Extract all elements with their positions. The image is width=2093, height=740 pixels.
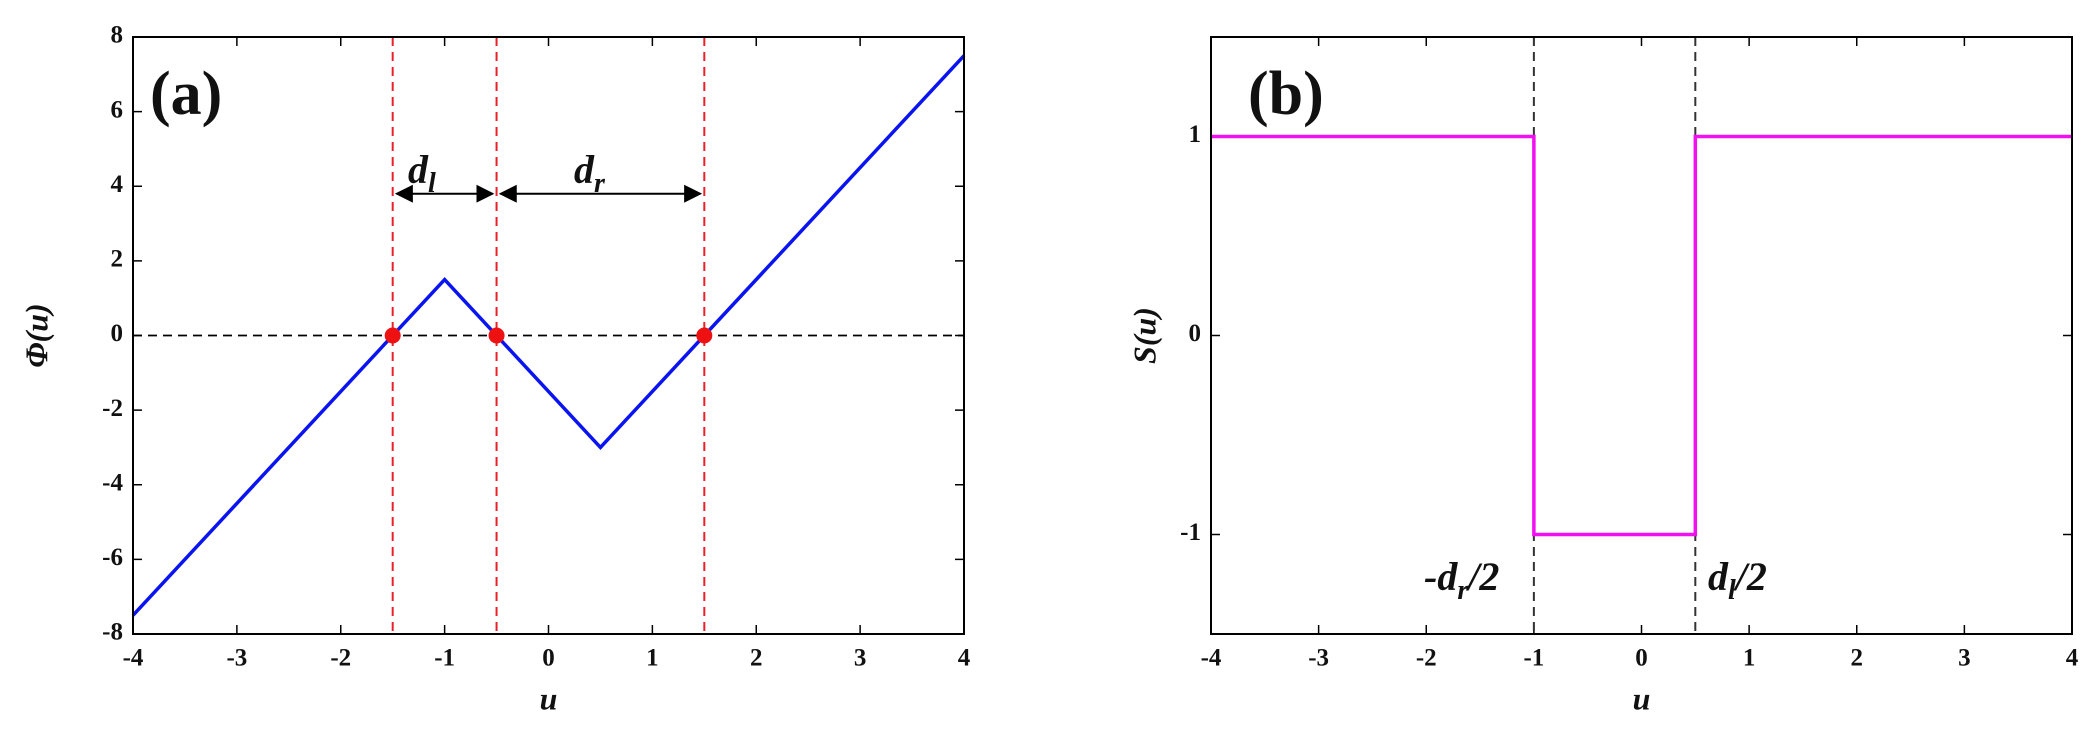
annotation-text: d bbox=[408, 147, 429, 192]
annotation: (b) bbox=[1248, 60, 1324, 128]
x-tick-label: 0 bbox=[542, 645, 555, 672]
x-tick-label: -1 bbox=[434, 645, 455, 672]
plot-frame bbox=[1210, 36, 2073, 635]
x-tick-label: -4 bbox=[123, 645, 144, 672]
root-marker bbox=[488, 327, 505, 344]
root-marker bbox=[696, 327, 713, 344]
x-tick-label: 0 bbox=[1635, 645, 1648, 672]
y-axis-label: S(u) bbox=[1126, 307, 1162, 364]
y-tick-label: -1 bbox=[1180, 519, 1201, 546]
y-tick-label: -6 bbox=[102, 544, 123, 571]
annotation: dr bbox=[574, 147, 606, 199]
plot-frame bbox=[132, 36, 965, 635]
annotation-text: -d bbox=[1424, 554, 1458, 599]
annotation-subscript: r bbox=[594, 168, 606, 199]
annotation-suffix: /2 bbox=[1465, 554, 1499, 599]
annotation-text: d bbox=[574, 147, 595, 192]
y-tick-label: 0 bbox=[111, 320, 124, 347]
x-tick-label: -3 bbox=[226, 645, 247, 672]
annotation-subscript: l bbox=[1728, 575, 1736, 606]
annotation: dl/2 bbox=[1708, 554, 1767, 606]
x-tick-label: -4 bbox=[1201, 645, 1222, 672]
y-tick-label: -2 bbox=[102, 395, 123, 422]
data-line bbox=[131, 54, 966, 617]
y-tick-label: 0 bbox=[1189, 320, 1202, 347]
y-tick-label: 1 bbox=[1189, 121, 1202, 148]
annotation-text: d bbox=[1708, 554, 1729, 599]
y-tick-label: 6 bbox=[111, 96, 124, 123]
y-tick-label: 4 bbox=[111, 171, 124, 198]
annotation-text: (b) bbox=[1248, 60, 1324, 128]
x-tick-label: -2 bbox=[330, 645, 351, 672]
x-tick-label: -3 bbox=[1308, 645, 1329, 672]
y-tick-label: 8 bbox=[111, 22, 124, 49]
annotation-text: (a) bbox=[150, 60, 222, 128]
x-axis-label: u bbox=[1633, 680, 1651, 716]
x-tick-label: 1 bbox=[646, 645, 659, 672]
data-line bbox=[1211, 134, 2072, 537]
y-tick-label: -8 bbox=[102, 619, 123, 646]
x-tick-label: -2 bbox=[1416, 645, 1437, 672]
annotation: (a) bbox=[150, 60, 222, 128]
annotation-suffix: /2 bbox=[1733, 554, 1767, 599]
x-tick-label: -1 bbox=[1523, 645, 1544, 672]
annotation: -dr/2 bbox=[1424, 554, 1499, 606]
x-tick-label: 4 bbox=[958, 645, 971, 672]
root-marker bbox=[384, 327, 401, 344]
annotation-subscript: l bbox=[428, 168, 436, 199]
x-tick-label: 1 bbox=[1743, 645, 1756, 672]
y-tick-label: -4 bbox=[102, 469, 123, 496]
x-tick-label: 2 bbox=[750, 645, 763, 672]
y-tick-label: 2 bbox=[111, 246, 124, 273]
x-tick-label: 4 bbox=[2066, 645, 2079, 672]
x-tick-label: 2 bbox=[1851, 645, 1864, 672]
x-tick-label: 3 bbox=[1958, 645, 1971, 672]
x-axis-label: u bbox=[540, 680, 558, 716]
x-tick-label: 3 bbox=[854, 645, 867, 672]
annotation: dl bbox=[408, 147, 436, 199]
annotation-subscript: r bbox=[1457, 575, 1469, 606]
y-axis-label: Φ(u) bbox=[18, 303, 54, 367]
